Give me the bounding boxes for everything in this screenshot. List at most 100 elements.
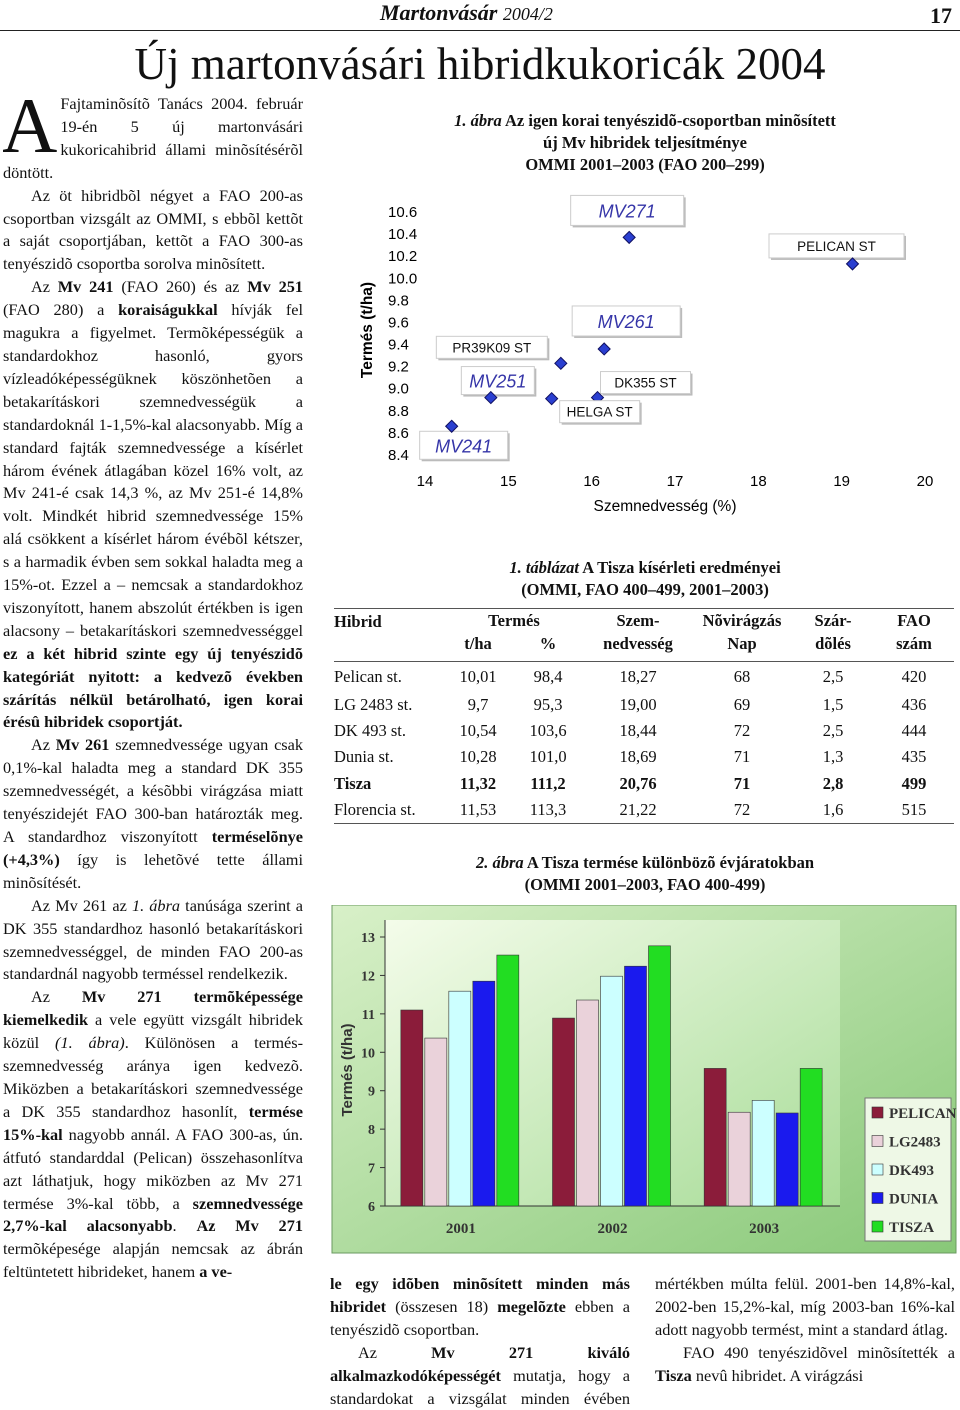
drop-cap: A bbox=[3, 93, 58, 169]
table-cell: 499 bbox=[901, 773, 927, 793]
table-cell: 72 bbox=[733, 800, 751, 820]
point bbox=[597, 342, 611, 356]
table-cell: 98,4 bbox=[533, 666, 563, 686]
x-tick-label: 18 bbox=[750, 473, 767, 490]
caption-line: 2. ábra A Tisza termése különbözõ évjára… bbox=[330, 852, 960, 874]
table-cell: 2,5 bbox=[822, 721, 844, 741]
y-tick-label: 13 bbox=[361, 931, 375, 946]
bar bbox=[751, 1100, 775, 1207]
table-cell: 103,6 bbox=[529, 721, 567, 741]
point bbox=[845, 257, 860, 271]
caption-text: OMMI 2001–2003 (FAO 200–299) bbox=[525, 155, 765, 174]
paragraph: le egy idõben minõsített minden más hibr… bbox=[330, 1273, 630, 1342]
point bbox=[484, 390, 498, 405]
y-tick-label: 10.4 bbox=[388, 226, 417, 243]
text-run: szemnedvessége ugyan csak 0,1%-kal halad… bbox=[3, 735, 303, 846]
header-cell: Szem- bbox=[616, 610, 660, 630]
paragraph: Az öt hibridbõl négyet a FAO 200-as csop… bbox=[3, 185, 303, 277]
x-tick-label: 15 bbox=[500, 473, 517, 490]
text-run: terméselõnye (+4,3%) bbox=[3, 827, 303, 869]
label-box bbox=[419, 430, 509, 460]
text-run: a vele együtt vizsgált hibridek közül bbox=[3, 1010, 303, 1053]
text-run: FAO 490 tenyészidõvel minõsítették a bbox=[683, 1342, 955, 1362]
text-run: Az Mv 261 az bbox=[31, 895, 132, 915]
bar bbox=[648, 945, 671, 1207]
text-run: le egy idõben minõsített minden más hibr… bbox=[330, 1274, 630, 1316]
text-run: Az bbox=[31, 735, 56, 755]
point-label: MV271 bbox=[599, 201, 656, 221]
journal: Martonvásár bbox=[380, 0, 498, 25]
y-axis-title: Termés (t/ha) bbox=[339, 1023, 356, 1116]
table-head: Hibrid Termés Szem- Nõvirágzás Szár- FAO t/ha%… bbox=[334, 608, 954, 662]
paragraph: Az Mv 271 kiváló alkalmazkodóképességét … bbox=[330, 1342, 630, 1410]
page-number: 17 bbox=[930, 3, 952, 28]
x-tick-label: 19 bbox=[833, 473, 850, 490]
caption-label: 2. ábra bbox=[475, 853, 524, 872]
caption-label: 1. ábra bbox=[454, 111, 502, 130]
paragraph: mértékben múlta felül. 2001-ben 14,8%-ka… bbox=[655, 1273, 955, 1342]
caption-text: A Tisza termése különbözõ évjáratokban bbox=[526, 853, 815, 872]
bar bbox=[703, 1068, 727, 1207]
y-tick-label: 9.0 bbox=[388, 381, 409, 398]
text-run: . bbox=[172, 1216, 197, 1236]
caption-text: új Mv hibridek teljesítménye bbox=[543, 133, 747, 152]
point bbox=[544, 391, 559, 406]
table-cell: 10,54 bbox=[459, 721, 497, 741]
point-label: MV261 bbox=[598, 312, 655, 332]
text-run: mértékben múlta felül. 2001-ben 14,8%-ka… bbox=[655, 1274, 955, 1339]
y-axis-title: Termés (t/ha) bbox=[359, 282, 376, 378]
point-label: PR39K09 ST bbox=[452, 340, 531, 355]
label-box bbox=[559, 400, 641, 424]
figure2-caption: 2. ábra A Tisza termése különbözõ évjára… bbox=[330, 852, 960, 896]
table-cell: 113,3 bbox=[529, 800, 567, 820]
label-box bbox=[570, 194, 685, 226]
text-run: (összesen 18) bbox=[386, 1296, 498, 1316]
paragraph: Az Mv 271 termõképessége kiemelkedik a v… bbox=[3, 986, 303, 1284]
x-axis-title: Szemnedvesség (%) bbox=[593, 498, 736, 515]
header-cell: Hibrid bbox=[334, 612, 382, 631]
caption-line: OMMI 2001–2003 (FAO 200–299) bbox=[330, 154, 960, 176]
header-row: Hibrid Termés Szem- Nõvirágzás Szár- FAO bbox=[334, 609, 954, 633]
y-tick-label: 9.6 bbox=[388, 314, 409, 331]
table-row: LG 2483 st. 9,7 95,3 19,00 69 1,5 436 bbox=[334, 692, 954, 718]
header-cell: % bbox=[539, 633, 557, 653]
text-run: Mv 271 termõképessége kiemelkedik bbox=[3, 987, 303, 1030]
y-tick-label: 9.2 bbox=[388, 359, 409, 376]
issue: 2004/2 bbox=[502, 4, 553, 24]
bottom-middle-column: le egy idõben minõsített minden más hibr… bbox=[330, 1273, 630, 1410]
point-label: DK355 ST bbox=[614, 376, 676, 391]
title: Új martonvásári hibridkukoricák 2004 bbox=[134, 39, 826, 89]
text-run: Az bbox=[31, 277, 58, 297]
text-run: Fajtaminõsítõ Tanács 2004. február 19-én… bbox=[3, 94, 303, 182]
text-run: Mv 271 kiváló alkalmazkodóképességét bbox=[330, 1342, 630, 1385]
text-run: (1. ábra) bbox=[55, 1033, 125, 1053]
caption-text: A Tisza kísérleti eredményei bbox=[582, 558, 781, 577]
header-cell: FAO bbox=[897, 610, 931, 630]
text-run: mutatja, hogy a standardokat a vizsgálat… bbox=[330, 1365, 630, 1408]
figure2-chart: 6 7 8 9 10 11 12 13 Termés (t/ha) 2001 2002 2003 PEL… bbox=[331, 905, 957, 1254]
x-tick-label: 2001 bbox=[446, 1221, 476, 1237]
table-cell: 71 bbox=[733, 747, 751, 767]
text-run: Az bbox=[358, 1342, 432, 1362]
table-cell: 21,22 bbox=[619, 800, 657, 820]
y-tick-label: 10.0 bbox=[388, 270, 417, 287]
y-tick-label: 11 bbox=[362, 1008, 375, 1023]
bar bbox=[400, 1009, 424, 1207]
label-box bbox=[460, 366, 535, 396]
y-tick-label: 9 bbox=[368, 1085, 375, 1100]
bar bbox=[472, 980, 496, 1207]
paragraph: FAO 490 tenyészidõvel minõsítették a Tis… bbox=[655, 1342, 955, 1388]
text-run: koraiságukkal bbox=[118, 300, 218, 320]
legend-swatch bbox=[871, 1106, 884, 1119]
text-run: hívják fel magukra a figyelmet. Termõkép… bbox=[3, 300, 303, 640]
table-cell: 9,7 bbox=[467, 694, 489, 714]
header-cell: Nõvirágzás bbox=[702, 610, 782, 630]
bar bbox=[727, 1111, 751, 1207]
header-cell: Nap bbox=[727, 633, 757, 653]
table-cell: Dunia st. bbox=[334, 747, 394, 767]
caption-line: (OMMI, FAO 400–499, 2001–2003) bbox=[330, 579, 960, 601]
text-run: Az öt hibridbõl négyet a FAO 200-as csop… bbox=[3, 185, 303, 274]
y-tick-label: 9.4 bbox=[388, 337, 409, 354]
header-cell: Termés bbox=[488, 610, 540, 630]
caption-label: 1. táblázat bbox=[509, 558, 580, 577]
